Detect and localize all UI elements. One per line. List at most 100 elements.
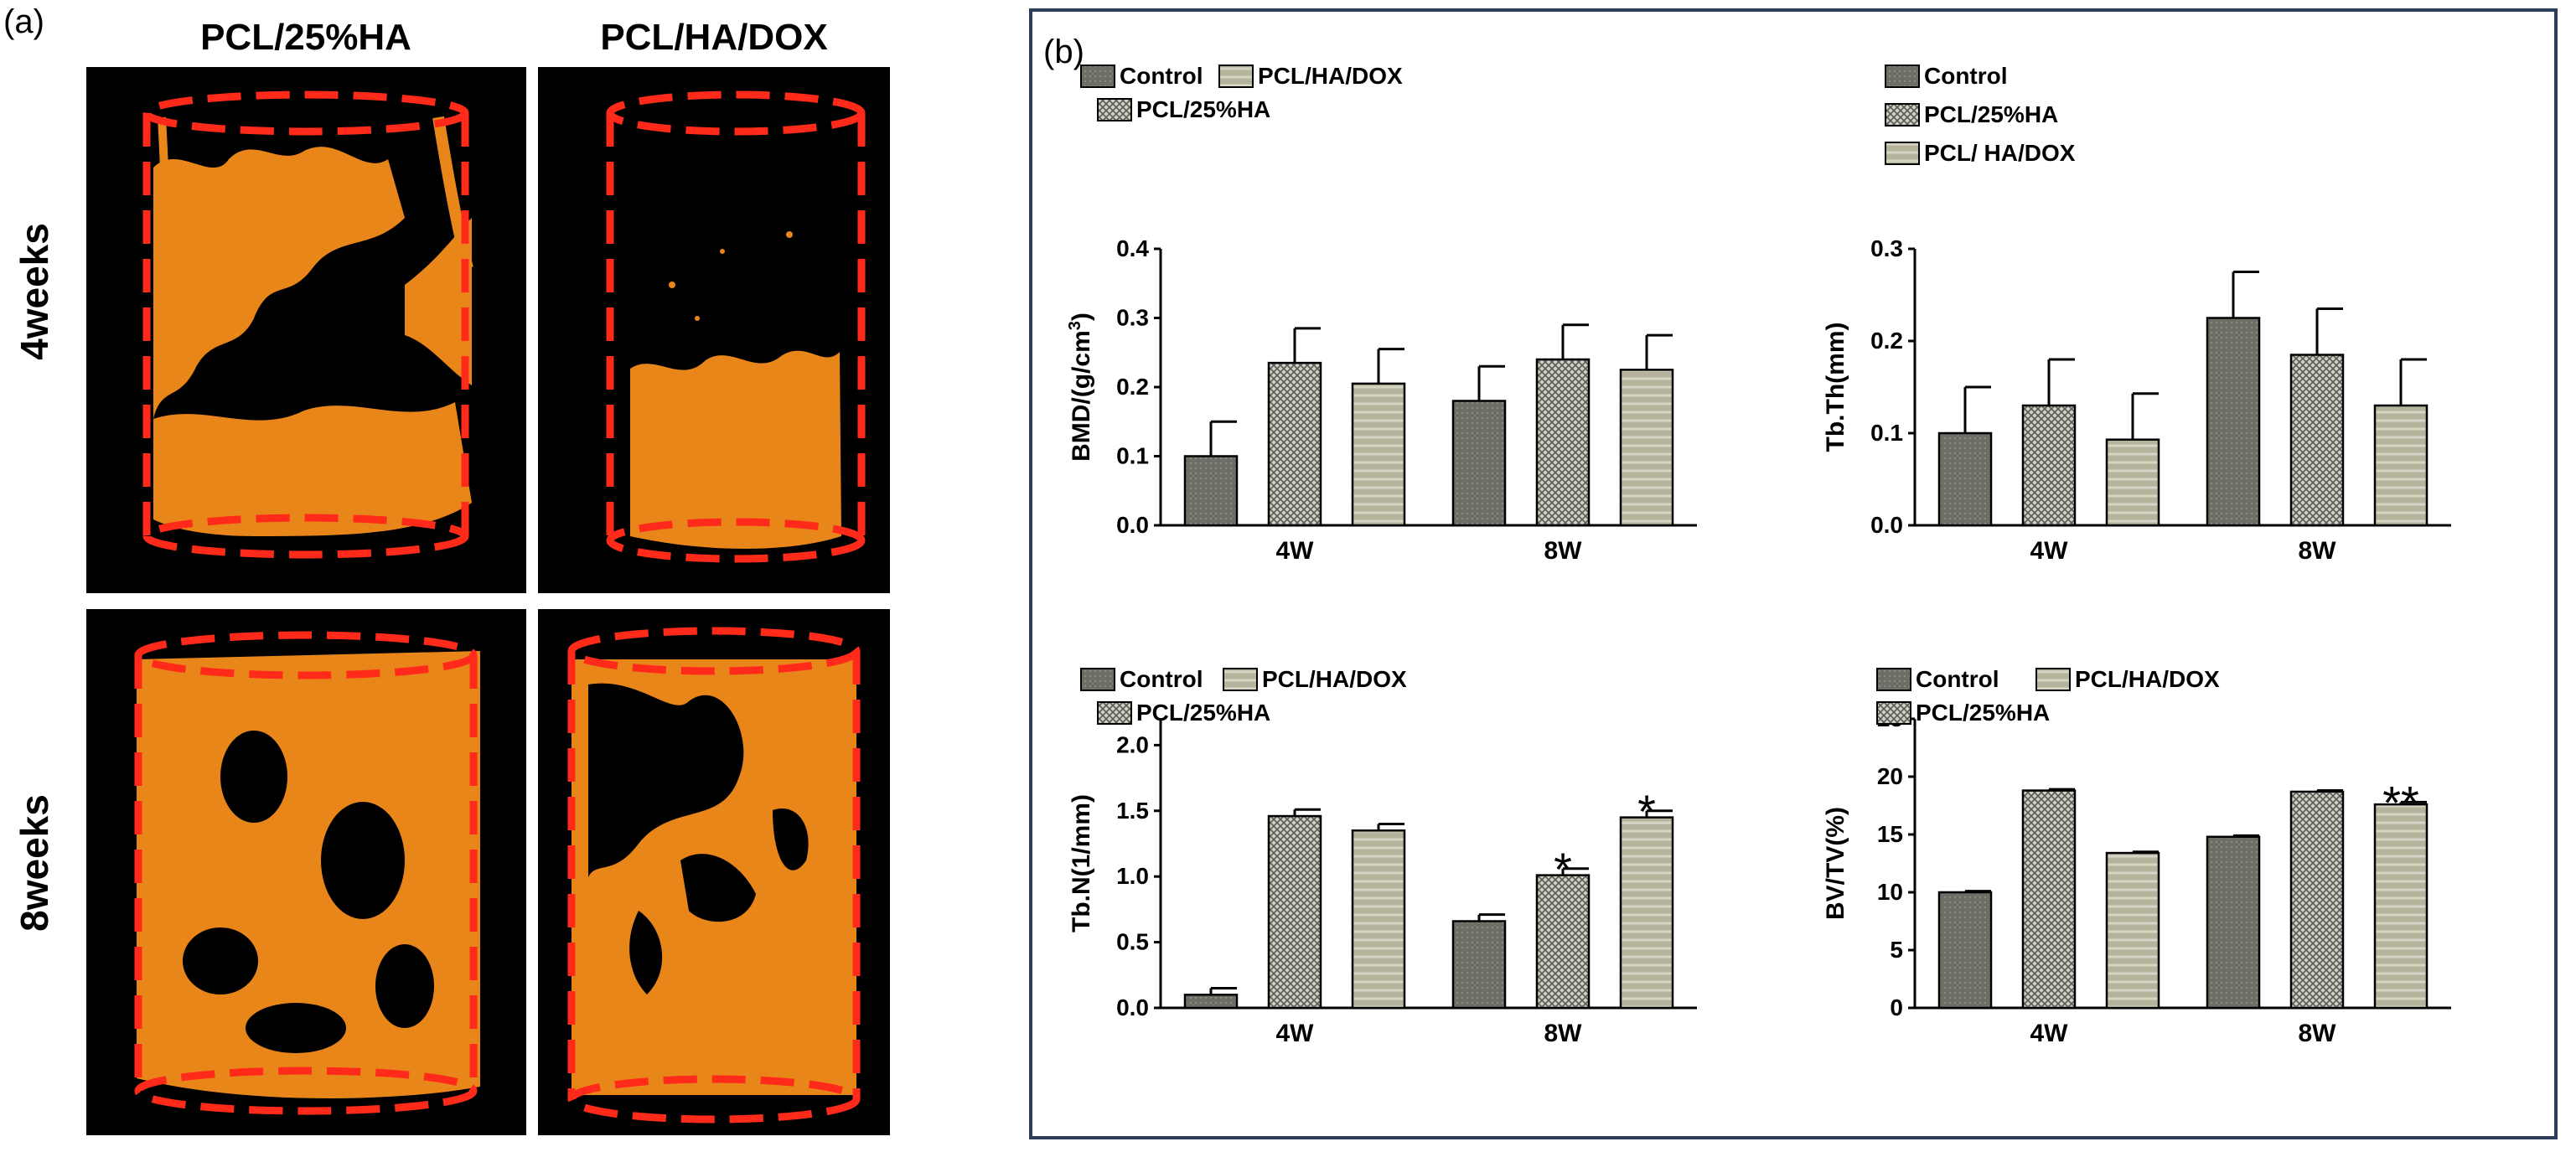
y-tick-label: 0.1: [1870, 420, 1903, 446]
legend-label-pcl-25-ha: PCL/25%HA: [1924, 101, 2058, 127]
row-header-4weeks: 4weeks: [13, 223, 56, 360]
chart-tbn: 0.0 0.5 1.0 1.5 2.0 Tb.N(1/mm) 4W * * 8W Control PC…: [1068, 666, 1697, 1047]
microct-scaffold-render-icon: [86, 67, 526, 593]
y-tick-label: 0.0: [1116, 994, 1149, 1020]
y-tick-label: 1.0: [1116, 863, 1149, 889]
bar-pcl-ha-dox-4w: [2105, 851, 2160, 1010]
bar-pcl-25-ha-4w: [1267, 361, 1322, 527]
bar-pcl-ha-dox-4w: [1351, 382, 1406, 527]
legend-swatch-control: [1080, 65, 1115, 88]
y-axis-label: BMD/(g/cm3): [1066, 313, 1095, 462]
bar-pcl-25-ha-4w: [2021, 404, 2077, 527]
bar-control-4w: [1937, 891, 1993, 1010]
legend-swatch-pcl-ha-dox: [1885, 142, 1920, 165]
bar-pcl-ha-dox-8w: [1619, 816, 1674, 1010]
legend-label-pcl-ha-dox: PCL/HA/DOX: [1258, 63, 1403, 89]
bar-pcl-ha-dox-8w: [2373, 404, 2429, 527]
legend-swatch-pcl-25-ha: [1097, 701, 1132, 725]
y-tick-label: 0.4: [1116, 235, 1149, 261]
legend-label-control: Control: [1924, 63, 2008, 89]
panel-a-label: (a): [3, 3, 44, 40]
microct-8weeks-pcl-25ha: [86, 609, 526, 1135]
y-tick-label: 10: [1877, 879, 1903, 905]
x-tick-label-8w: 8W: [2299, 1020, 2337, 1047]
bar-pcl-25-ha-8w: [1535, 874, 1591, 1010]
panel-b-label: (b): [1043, 34, 1084, 70]
legend-label-pcl-ha-dox: PCL/HA/DOX: [2075, 666, 2220, 692]
significance-marker: **: [2382, 776, 2419, 829]
x-tick-label-8w: 8W: [2299, 537, 2337, 565]
bar-pcl-25-ha-8w: [2289, 790, 2345, 1010]
y-tick-label: 0.5: [1116, 929, 1149, 955]
column-header-pcl-ha-dox: PCL/HA/DOX: [600, 17, 828, 58]
x-tick-label-4w: 4W: [2030, 537, 2069, 565]
y-tick-label: 0.1: [1116, 443, 1149, 469]
bar-pcl-ha-dox-4w: [2105, 438, 2160, 527]
legend-swatch-control: [1080, 668, 1115, 691]
y-tick-label: 20: [1877, 763, 1903, 789]
y-tick-label: 0.2: [1116, 374, 1149, 400]
legend-label-control: Control: [1120, 63, 1203, 89]
bar-pcl-25-ha-4w: [2021, 789, 2077, 1010]
legend-label-control: Control: [1120, 666, 1203, 692]
bar-pcl-ha-dox-4w: [1351, 829, 1406, 1010]
y-tick-label: 0.0: [1870, 512, 1903, 538]
legend-swatch-pcl-25-ha: [1885, 103, 1920, 127]
legend-label-pcl-ha-dox: PCL/HA/DOX: [1262, 666, 1407, 692]
x-tick-label-8w: 8W: [1544, 537, 1583, 565]
y-axis-label-main: BMD/(g/cm: [1068, 330, 1095, 462]
x-tick-label-4w: 4W: [1276, 1020, 1315, 1047]
microct-4weeks-pcl-25ha: [86, 67, 526, 593]
microct-scaffold-render-icon: [86, 609, 526, 1135]
y-tick-label: 0.2: [1870, 328, 1903, 354]
row-header-8weeks: 8weeks: [13, 794, 56, 932]
microct-8weeks-pcl-ha-dox: [538, 609, 890, 1135]
y-axis-label-close: ): [1068, 313, 1095, 321]
x-tick-label-4w: 4W: [2030, 1020, 2069, 1047]
bar-control-4w: [1183, 994, 1239, 1010]
x-tick-label-8w: 8W: [1544, 1020, 1583, 1047]
y-tick-label: 2.0: [1116, 731, 1149, 757]
y-tick-label: 0.3: [1870, 235, 1903, 261]
y-tick-label: 5: [1890, 937, 1903, 963]
bar-control-8w: [1451, 400, 1507, 527]
legend-label-pcl-25-ha: PCL/25%HA: [1136, 700, 1270, 726]
legend-label-pcl-25-ha: PCL/25%HA: [1136, 96, 1270, 122]
microct-scaffold-render-icon: [538, 609, 890, 1135]
significance-marker: *: [1554, 843, 1572, 896]
bar-pcl-25-ha-8w: [2289, 354, 2345, 527]
legend-label-pcl-ha-dox: PCL/ HA/DOX: [1924, 140, 2076, 166]
legend-swatch-pcl-ha-dox: [1223, 668, 1258, 691]
microct-scaffold-render-icon: [538, 67, 890, 593]
y-tick-label: 0.0: [1116, 512, 1149, 538]
panel-b-frame: [1029, 8, 2558, 1139]
chart-tbth: 0.0 0.1 0.2 0.3 Tb.Th(mm) 4W 8W Control PCL/25%H…: [1822, 63, 2451, 565]
legend-label-pcl-25-ha: PCL/25%HA: [1916, 700, 2050, 726]
y-tick-label: 15: [1877, 821, 1903, 847]
chart-bmd: 0.0 0.1 0.2 0.3 0.4 BMD/(g/cm3) 4W 8W Control PCL…: [1066, 63, 1697, 565]
bar-control-8w: [2206, 835, 2261, 1010]
y-axis-label: BV/TV(%): [1822, 807, 1849, 920]
bar-control-8w: [2206, 317, 2261, 527]
legend-swatch-control: [1876, 668, 1911, 691]
bar-control-4w: [1183, 455, 1239, 527]
x-tick-label-4w: 4W: [1276, 537, 1315, 565]
legend-swatch-control: [1885, 65, 1920, 88]
y-axis-label-superscript: 3: [1066, 321, 1084, 330]
legend-swatch-pcl-ha-dox: [1218, 65, 1254, 88]
bar-pcl-ha-dox-8w: [1619, 369, 1674, 527]
bar-control-4w: [1937, 431, 1993, 527]
legend-swatch-pcl-ha-dox: [2035, 668, 2071, 691]
legend-swatch-pcl-25-ha: [1097, 98, 1132, 121]
bar-pcl-25-ha-8w: [1535, 358, 1591, 527]
y-axis-label: Tb.Th(mm): [1822, 323, 1849, 452]
column-header-pcl-25ha: PCL/25%HA: [200, 17, 411, 58]
bar-control-8w: [1451, 920, 1507, 1010]
y-tick-label: 1.5: [1116, 798, 1149, 824]
bar-pcl-ha-dox-8w: [2373, 803, 2429, 1010]
significance-marker: *: [1637, 785, 1656, 838]
legend-label-control: Control: [1916, 666, 1999, 692]
legend-swatch-pcl-25-ha: [1876, 701, 1911, 725]
y-tick-label: 0.3: [1116, 305, 1149, 331]
y-axis-label: Tb.N(1/mm): [1068, 794, 1095, 932]
